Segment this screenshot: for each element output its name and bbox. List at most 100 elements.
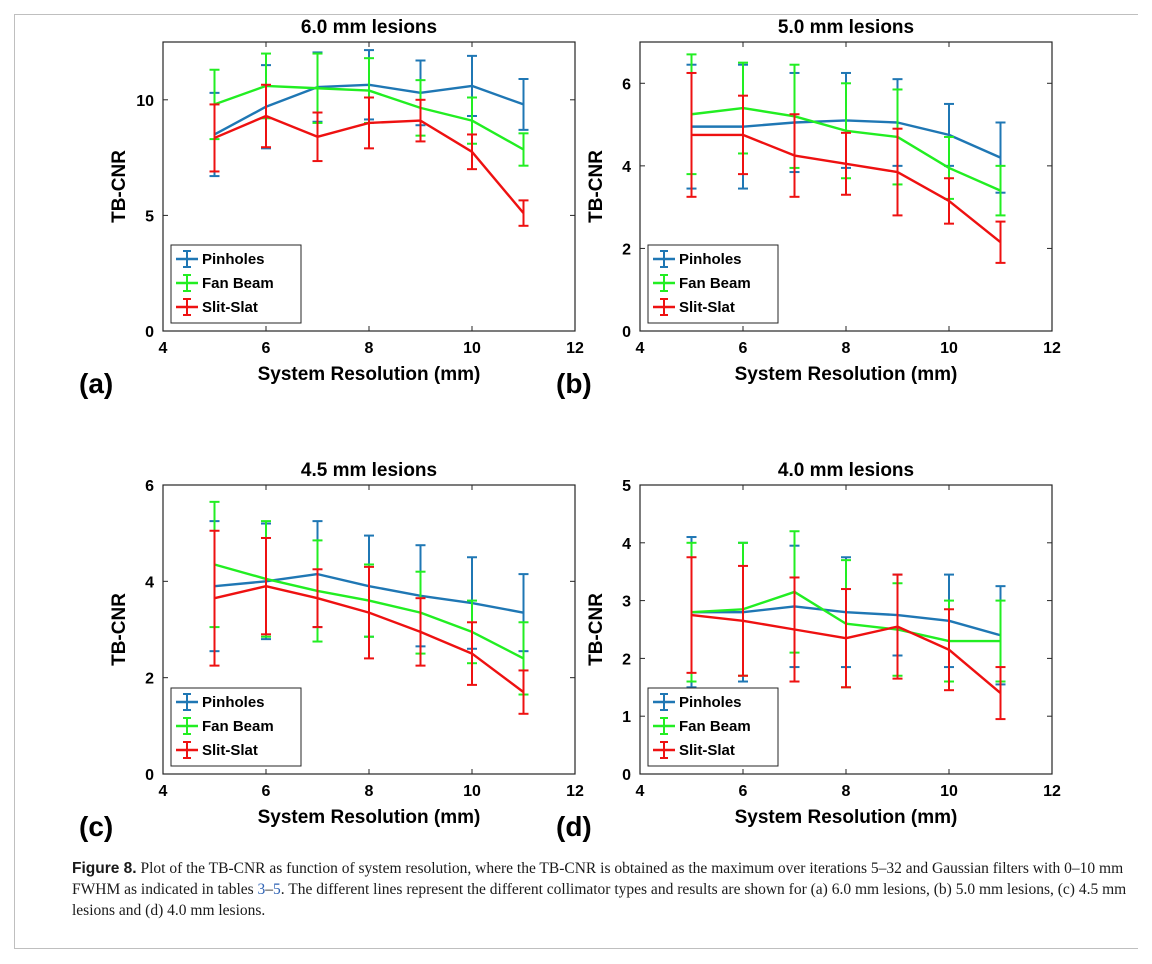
- legend: Pinholes Fan Beam Slit-Slat: [170, 244, 302, 324]
- legend-item-slit_slat: Slit-Slat: [653, 298, 735, 316]
- y-tick-label: 3: [622, 594, 631, 611]
- y-tick-label: 5: [622, 478, 631, 495]
- caption-text-2: . The different lines represent the diff…: [72, 881, 1127, 919]
- y-axis-label: TB-CNR: [109, 593, 130, 666]
- legend-item-fan_beam: Fan Beam: [653, 274, 751, 292]
- x-tick-label: 12: [1043, 340, 1061, 357]
- chart-title: 6.0 mm lesions: [301, 17, 437, 38]
- legend-label: Pinholes: [679, 694, 742, 711]
- legend-item-fan_beam: Fan Beam: [653, 717, 751, 735]
- legend-label: Fan Beam: [202, 718, 274, 735]
- legend-label: Pinholes: [202, 251, 265, 268]
- chart-panel-3: 4.5 mm lesions 4 6 8 10 12 0 2 4 6 System Resoluti…: [79, 460, 584, 842]
- x-tick-label: 4: [636, 340, 645, 357]
- legend: Pinholes Fan Beam Slit-Slat: [170, 687, 302, 767]
- legend-label: Slit-Slat: [202, 742, 258, 759]
- error-bar-slit_slat: [518, 669, 529, 715]
- caption-ref-table-3[interactable]: 3: [257, 881, 266, 898]
- x-tick-label: 10: [940, 340, 958, 357]
- y-tick-label: 0: [622, 767, 631, 784]
- error-bar-slit_slat: [789, 113, 800, 198]
- y-tick-label: 2: [145, 671, 154, 688]
- error-bar-slit_slat: [686, 71, 697, 198]
- y-tick-label: 0: [622, 324, 631, 341]
- series-slit_slat: [209, 83, 529, 227]
- legend-label: Fan Beam: [679, 718, 751, 735]
- x-tick-label: 10: [463, 783, 481, 800]
- legend-label: Pinholes: [679, 251, 742, 268]
- frame-top-border: [14, 14, 1138, 15]
- x-tick-label: 10: [940, 783, 958, 800]
- error-bar-slit_slat: [209, 103, 220, 173]
- error-bar-fan_beam: [995, 164, 1006, 217]
- chart-panel-2: 5.0 mm lesions 4 6 8 10 12 0 2 4 6 System Resoluti…: [556, 17, 1061, 399]
- y-tick-label: 6: [622, 76, 631, 93]
- legend-item-pinholes: Pinholes: [653, 693, 742, 711]
- chart-title: 4.5 mm lesions: [301, 460, 437, 481]
- panel-label: (c): [79, 811, 113, 842]
- x-tick-label: 8: [365, 783, 374, 800]
- legend-item-pinholes: Pinholes: [176, 693, 265, 711]
- y-tick-label: 4: [622, 536, 631, 553]
- legend: Pinholes Fan Beam Slit-Slat: [647, 687, 779, 767]
- error-bar-slit_slat: [364, 565, 374, 660]
- frame-bottom-border: [14, 948, 1138, 949]
- legend-item-slit_slat: Slit-Slat: [176, 741, 258, 759]
- x-tick-label: 6: [739, 340, 748, 357]
- error-bar-slit_slat: [789, 576, 800, 683]
- chart-panel-1: 6.0 mm lesions 4 6 8 10 12 0 5 10 System Resoluti…: [79, 17, 584, 399]
- x-axis-label: System Resolution (mm): [735, 364, 958, 385]
- error-bar-slit_slat: [944, 177, 954, 225]
- legend-item-slit_slat: Slit-Slat: [653, 741, 735, 759]
- error-bar-slit_slat: [415, 597, 426, 667]
- error-bar-slit_slat: [518, 199, 529, 227]
- legend-item-fan_beam: Fan Beam: [176, 717, 274, 735]
- error-bar-slit_slat: [261, 536, 271, 636]
- x-tick-label: 4: [636, 783, 645, 800]
- x-axis-label: System Resolution (mm): [735, 807, 958, 828]
- legend-label: Slit-Slat: [202, 299, 258, 316]
- panel-label: (a): [79, 368, 113, 399]
- legend-label: Slit-Slat: [679, 742, 735, 759]
- panel-label: (d): [556, 811, 592, 842]
- x-axis-label: System Resolution (mm): [258, 364, 481, 385]
- x-tick-label: 6: [262, 340, 271, 357]
- y-tick-label: 4: [145, 574, 154, 591]
- legend-label: Pinholes: [202, 694, 265, 711]
- frame-left-border: [14, 14, 15, 948]
- legend-item-slit_slat: Slit-Slat: [176, 298, 258, 316]
- caption-dash: –: [265, 881, 274, 898]
- x-tick-label: 6: [739, 783, 748, 800]
- error-bar-slit_slat: [944, 608, 954, 692]
- y-tick-label: 0: [145, 324, 154, 341]
- error-bar-slit_slat: [312, 568, 323, 629]
- caption-ref-table-5[interactable]: 5: [273, 881, 281, 898]
- y-tick-label: 4: [622, 159, 631, 176]
- x-tick-label: 8: [842, 783, 851, 800]
- y-tick-label: 5: [145, 208, 154, 225]
- x-tick-label: 4: [159, 340, 168, 357]
- error-bar-slit_slat: [995, 666, 1006, 721]
- y-axis-label: TB-CNR: [586, 150, 607, 223]
- error-bar-slit_slat: [261, 83, 271, 149]
- error-bar-fan_beam: [518, 132, 529, 167]
- x-axis-label: System Resolution (mm): [258, 807, 481, 828]
- error-bar-slit_slat: [738, 94, 748, 176]
- series-slit_slat: [209, 529, 529, 715]
- y-tick-label: 0: [145, 767, 154, 784]
- x-tick-label: 4: [159, 783, 168, 800]
- x-tick-label: 8: [365, 340, 374, 357]
- error-bar-pinholes: [518, 77, 529, 131]
- error-bar-slit_slat: [415, 98, 426, 143]
- legend-label: Slit-Slat: [679, 299, 735, 316]
- caption-text-1: Plot of the TB-CNR as function of system…: [72, 860, 1124, 898]
- error-bar-slit_slat: [738, 564, 748, 677]
- series-slit_slat: [686, 71, 1006, 264]
- x-tick-label: 12: [566, 340, 584, 357]
- error-bar-slit_slat: [995, 220, 1006, 264]
- y-tick-label: 10: [136, 93, 154, 110]
- chart-title: 5.0 mm lesions: [778, 17, 914, 38]
- y-tick-label: 2: [622, 241, 631, 258]
- figure-caption: Figure 8. Plot of the TB-CNR as function…: [72, 858, 1127, 921]
